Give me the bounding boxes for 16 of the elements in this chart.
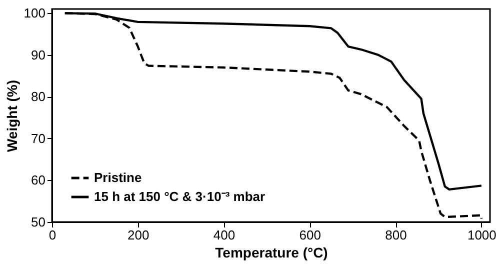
- x-tick-label: 0: [48, 228, 56, 242]
- y-tick-label: 60: [31, 172, 46, 188]
- legend-label: 15 h at 150 °C & 3·10⁻³ mbar: [94, 189, 266, 204]
- x-axis-title: Temperature (°C): [215, 244, 328, 260]
- y-tick-label: 100: [24, 6, 46, 21]
- y-axis-title: Weight (%): [4, 80, 20, 152]
- y-tick-label: 50: [31, 214, 46, 230]
- x-tick-label: 200: [128, 228, 150, 242]
- x-tick-label: 800: [385, 228, 407, 242]
- legend-label: Pristine: [94, 170, 142, 185]
- y-tick-label: 90: [31, 47, 46, 62]
- x-tick-label: 400: [213, 228, 236, 242]
- x-tick-label: 600: [299, 228, 321, 242]
- x-tick-label: 1000: [467, 228, 496, 242]
- y-tick-label: 70: [31, 130, 46, 146]
- y-tick-label: 80: [31, 89, 46, 104]
